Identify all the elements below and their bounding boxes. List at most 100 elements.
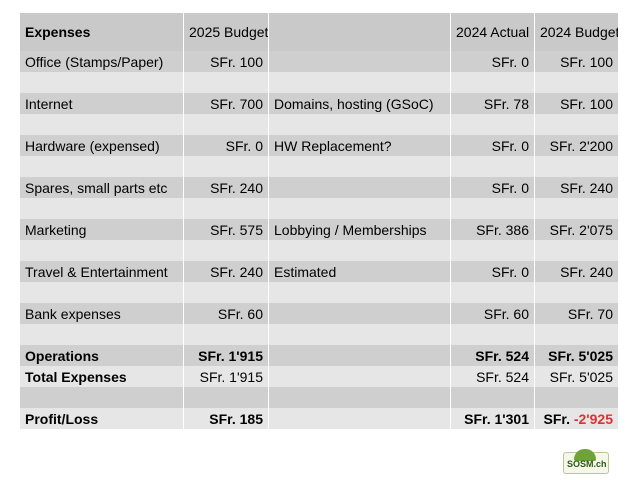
budget-2025-cell: SFr. 100 — [184, 51, 269, 72]
table-row: Travel & Entertainment SFr. 240 Estimate… — [20, 261, 618, 282]
budget-2025-cell: SFr. 240 — [184, 177, 269, 198]
budget-2024-cell — [535, 324, 618, 345]
budget-2025-cell — [184, 324, 269, 345]
budget-2024-cell: SFr. 100 — [535, 93, 618, 114]
table-row: Office (Stamps/Paper) SFr. 100 SFr. 0 SF… — [20, 51, 618, 72]
negative-value: -2'925 — [573, 410, 613, 427]
actual-2024-cell: SFr. 524 — [451, 366, 535, 387]
row-label: Spares, small parts etc — [20, 177, 184, 198]
table-row — [20, 240, 618, 261]
row-label: Total Expenses — [20, 366, 184, 387]
actual-2024-cell — [451, 324, 535, 345]
actual-2024-cell: SFr. 1'301 — [451, 408, 535, 429]
budget-2025-cell — [184, 240, 269, 261]
row-label: Travel & Entertainment — [20, 261, 184, 282]
budget-2024-cell — [535, 198, 618, 219]
note-cell — [269, 408, 451, 429]
budget-2025-cell: SFr. 1'915 — [184, 345, 269, 366]
row-label — [20, 198, 184, 219]
budget-2024-cell — [535, 114, 618, 135]
table-row: Internet SFr. 700 Domains, hosting (GSoC… — [20, 93, 618, 114]
budget-2024-cell: SFr. 100 — [535, 51, 618, 72]
note-cell — [269, 156, 451, 177]
note-cell — [269, 51, 451, 72]
expenses-table: Expenses 2025 Budget 2024 Actual 2024 Bu… — [20, 13, 618, 429]
actual-2024-cell — [451, 387, 535, 408]
note-cell: Lobbying / Memberships — [269, 219, 451, 240]
row-label — [20, 114, 184, 135]
budget-2025-cell — [184, 198, 269, 219]
table-row — [20, 156, 618, 177]
actual-2024-cell: SFr. 0 — [451, 261, 535, 282]
actual-2024-cell — [451, 240, 535, 261]
note-cell — [269, 240, 451, 261]
actual-2024-cell: SFr. 60 — [451, 303, 535, 324]
budget-2025-cell — [184, 282, 269, 303]
note-cell — [269, 282, 451, 303]
budget-2024-cell: SFr. 240 — [535, 261, 618, 282]
header-2025-budget: 2025 Budget — [184, 13, 269, 51]
budget-2025-cell: SFr. 60 — [184, 303, 269, 324]
table-row: Marketing SFr. 575 Lobbying / Membership… — [20, 219, 618, 240]
budget-2025-cell — [184, 114, 269, 135]
budget-2024-cell — [535, 387, 618, 408]
note-cell — [269, 72, 451, 93]
row-label — [20, 324, 184, 345]
row-label — [20, 282, 184, 303]
row-label: Profit/Loss — [20, 408, 184, 429]
table-row — [20, 324, 618, 345]
actual-2024-cell: SFr. 524 — [451, 345, 535, 366]
budget-2024-cell — [535, 240, 618, 261]
note-cell — [269, 177, 451, 198]
table-row — [20, 387, 618, 408]
row-label: Marketing — [20, 219, 184, 240]
note-cell: Domains, hosting (GSoC) — [269, 93, 451, 114]
note-cell: HW Replacement? — [269, 135, 451, 156]
header-expenses: Expenses — [20, 13, 184, 51]
budget-2024-cell — [535, 156, 618, 177]
row-label — [20, 240, 184, 261]
budget-2024-cell: SFr. 5'025 — [535, 345, 618, 366]
row-label — [20, 156, 184, 177]
row-label — [20, 72, 184, 93]
note-cell — [269, 114, 451, 135]
header-row: Expenses 2025 Budget 2024 Actual 2024 Bu… — [20, 13, 618, 51]
budget-2025-cell: SFr. 0 — [184, 135, 269, 156]
header-2024-actual: 2024 Actual — [451, 13, 535, 51]
table-row: Hardware (expensed) SFr. 0 HW Replacemen… — [20, 135, 618, 156]
budget-2025-cell: SFr. 1'915 — [184, 366, 269, 387]
note-cell — [269, 387, 451, 408]
total-expenses-row: Total Expenses SFr. 1'915 SFr. 524 SFr. … — [20, 366, 618, 387]
row-label: Office (Stamps/Paper) — [20, 51, 184, 72]
table-row: Bank expenses SFr. 60 SFr. 60 SFr. 70 — [20, 303, 618, 324]
row-label: Operations — [20, 345, 184, 366]
currency-prefix: SFr. — [543, 410, 574, 427]
profit-loss-row: Profit/Loss SFr. 185 SFr. 1'301 SFr. -2'… — [20, 408, 618, 429]
table-row: Spares, small parts etc SFr. 240 SFr. 0 … — [20, 177, 618, 198]
budget-2024-cell: SFr. 240 — [535, 177, 618, 198]
sosm-logo: SOSM.ch — [563, 449, 609, 474]
row-label — [20, 387, 184, 408]
row-label: Hardware (expensed) — [20, 135, 184, 156]
note-cell — [269, 198, 451, 219]
leaf-icon — [574, 449, 596, 461]
actual-2024-cell: SFr. 78 — [451, 93, 535, 114]
actual-2024-cell — [451, 114, 535, 135]
table-row — [20, 72, 618, 93]
logo-text: SOSM.ch — [567, 459, 607, 469]
note-cell — [269, 345, 451, 366]
note-cell — [269, 324, 451, 345]
note-cell — [269, 303, 451, 324]
table-row — [20, 198, 618, 219]
operations-row: Operations SFr. 1'915 SFr. 524 SFr. 5'02… — [20, 345, 618, 366]
note-cell — [269, 366, 451, 387]
actual-2024-cell — [451, 156, 535, 177]
actual-2024-cell: SFr. 0 — [451, 51, 535, 72]
budget-2025-cell: SFr. 185 — [184, 408, 269, 429]
header-2024-budget: 2024 Budget — [535, 13, 618, 51]
budget-2025-cell — [184, 72, 269, 93]
actual-2024-cell: SFr. 386 — [451, 219, 535, 240]
budget-2024-cell: SFr. 5'025 — [535, 366, 618, 387]
budget-2025-cell: SFr. 575 — [184, 219, 269, 240]
budget-2024-cell: SFr. 2'075 — [535, 219, 618, 240]
